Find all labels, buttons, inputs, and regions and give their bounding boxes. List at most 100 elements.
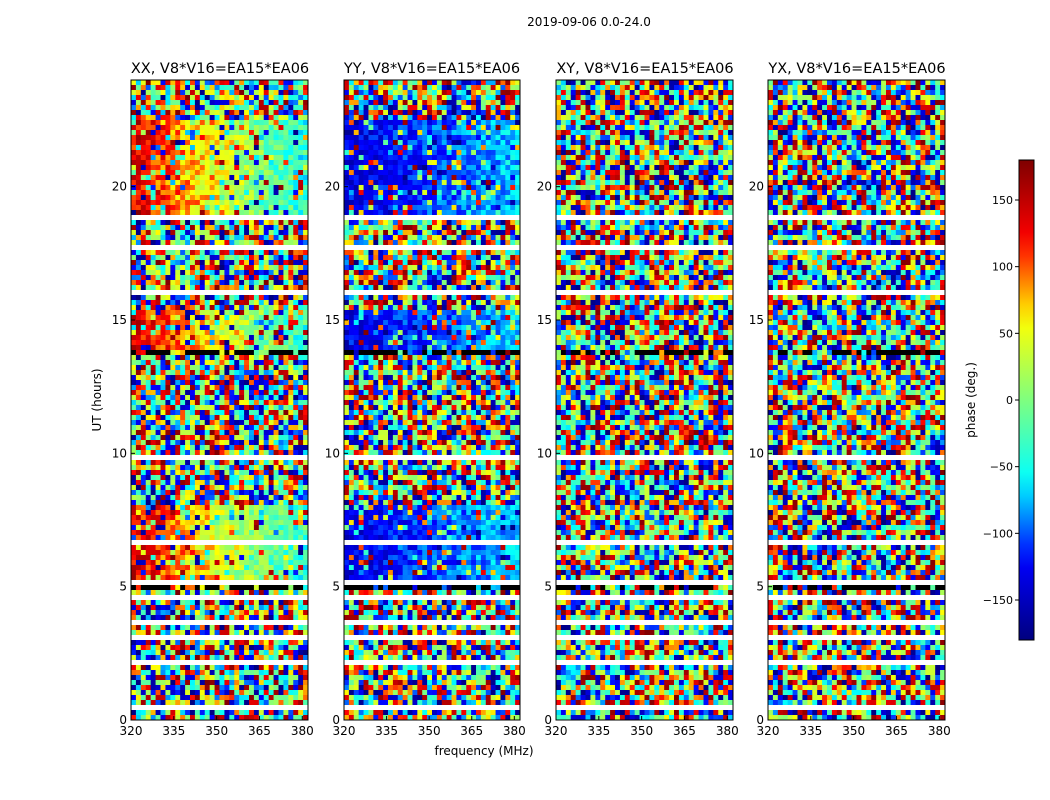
heatmap-cell: [229, 420, 235, 426]
heatmap-cell: [209, 285, 215, 291]
heatmap-cell: [293, 635, 299, 641]
heatmap-cell: [209, 540, 215, 546]
heatmap-cell: [190, 140, 196, 146]
heatmap-cell: [288, 260, 294, 266]
heatmap-cell: [456, 125, 462, 131]
heatmap-cell: [263, 210, 270, 216]
heatmap-cell: [209, 575, 215, 581]
heatmap-cell: [185, 625, 191, 631]
heatmap-cell: [263, 560, 270, 566]
heatmap-cell: [214, 185, 220, 191]
heatmap-cell: [145, 550, 152, 556]
heatmap-cell: [145, 525, 152, 531]
heatmap-cell: [303, 550, 309, 556]
heatmap-cell: [194, 360, 201, 366]
heatmap-cell: [194, 320, 201, 326]
heatmap-cell: [397, 105, 404, 111]
heatmap-cell: [239, 345, 245, 351]
heatmap-cell: [180, 295, 186, 301]
heatmap-cell: [234, 150, 240, 156]
heatmap-cell: [214, 370, 220, 376]
heatmap-cell: [229, 100, 235, 106]
heatmap-cell: [150, 340, 156, 346]
heatmap-cell: [263, 420, 270, 426]
heatmap-cell: [190, 305, 196, 311]
heatmap-cell: [199, 175, 206, 181]
heatmap-cell: [249, 190, 255, 196]
heatmap-cell: [135, 700, 142, 706]
heatmap-cell: [214, 600, 220, 606]
heatmap-cell: [135, 405, 142, 411]
heatmap-cell: [268, 265, 274, 271]
heatmap-cell: [427, 95, 433, 101]
heatmap-cell: [298, 695, 304, 701]
heatmap-cell: [344, 115, 350, 121]
heatmap-cell: [135, 345, 142, 351]
heatmap-cell: [209, 655, 215, 661]
heatmap-cell: [263, 460, 270, 466]
heatmap-cell: [185, 495, 191, 501]
heatmap-cell: [214, 230, 220, 236]
heatmap-cell: [239, 705, 245, 711]
heatmap-cell: [244, 475, 250, 481]
heatmap-cell: [392, 105, 399, 111]
heatmap-cell: [278, 155, 284, 161]
heatmap-cell: [185, 270, 191, 276]
heatmap-cell: [263, 630, 270, 636]
heatmap-cell: [293, 130, 299, 136]
heatmap-cell: [249, 675, 255, 681]
heatmap-cell: [145, 410, 152, 416]
heatmap-cell: [209, 235, 215, 241]
heatmap-cell: [219, 225, 225, 231]
heatmap-cell: [283, 220, 289, 226]
heatmap-cell: [190, 290, 196, 296]
heatmap-cell: [303, 565, 309, 571]
heatmap-cell: [170, 305, 176, 311]
heatmap-cell: [150, 280, 156, 286]
heatmap-cell: [383, 85, 389, 91]
heatmap-cell: [194, 270, 201, 276]
heatmap-cell: [253, 640, 260, 646]
heatmap-cell: [273, 90, 279, 96]
heatmap-cell: [253, 705, 260, 711]
heatmap-cell: [363, 115, 369, 121]
heatmap-cell: [298, 235, 304, 241]
heatmap-cell: [268, 390, 274, 396]
heatmap-cell: [268, 210, 274, 216]
heatmap-cell: [298, 600, 304, 606]
heatmap-cell: [214, 590, 220, 596]
heatmap-cell: [278, 540, 284, 546]
heatmap-cell: [224, 430, 230, 436]
heatmap-cell: [190, 585, 196, 591]
heatmap-cell: [451, 125, 457, 131]
heatmap-cell: [239, 455, 245, 461]
heatmap-cell: [263, 565, 270, 571]
heatmap-cell: [427, 85, 433, 91]
heatmap-cell: [180, 105, 186, 111]
heatmap-cell: [150, 635, 156, 641]
heatmap-cell: [199, 345, 206, 351]
heatmap-cell: [303, 315, 309, 321]
heatmap-cell: [135, 365, 142, 371]
heatmap-cell: [160, 120, 166, 126]
heatmap-cell: [278, 550, 284, 556]
heatmap-cell: [204, 500, 211, 506]
heatmap-cell: [273, 150, 279, 156]
heatmap-cell: [150, 600, 156, 606]
heatmap-cell: [258, 170, 265, 176]
heatmap-cell: [278, 300, 284, 306]
heatmap-cell: [344, 130, 350, 136]
heatmap-cell: [180, 215, 186, 221]
heatmap-cell: [244, 250, 250, 256]
heatmap-cell: [263, 270, 270, 276]
heatmap-cell: [239, 500, 245, 506]
heatmap-cell: [150, 335, 156, 341]
heatmap-cell: [234, 630, 240, 636]
heatmap-cell: [199, 510, 206, 516]
heatmap-cell: [135, 470, 142, 476]
heatmap-cell: [199, 195, 206, 201]
heatmap-cell: [283, 425, 289, 431]
heatmap-cell: [170, 415, 176, 421]
heatmap-cell: [165, 405, 171, 411]
heatmap-cell: [278, 705, 284, 711]
